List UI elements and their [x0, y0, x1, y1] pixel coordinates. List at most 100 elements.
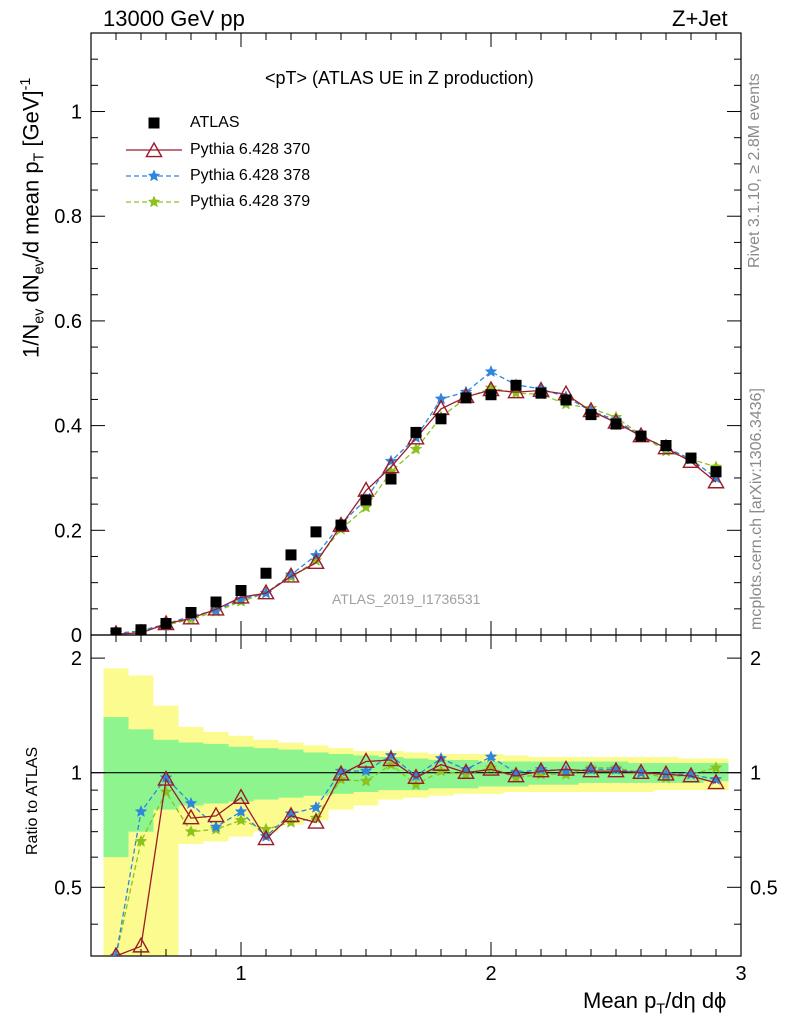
ratio-point-p370	[507, 766, 525, 783]
main-point-p378	[284, 568, 298, 581]
ratio-point-p378	[309, 800, 323, 813]
main-point-p370	[507, 382, 525, 399]
ratio-point-p370	[110, 946, 122, 956]
ratio-point-p370	[682, 766, 700, 783]
ratio-point-p378	[359, 764, 373, 777]
main-y-axis-ticks: 0 0.2 0.4 0.6 0.8 1	[54, 32, 741, 647]
ratio-point-p379	[359, 774, 373, 787]
ratio-point-p370	[207, 806, 225, 823]
legend-item-p379: Pythia 6.428 379	[124, 189, 310, 215]
main-series-atlas	[110, 379, 722, 635]
ratio-point-p378	[484, 750, 498, 763]
main-point-p370	[307, 553, 325, 570]
ratio-point-p370	[332, 764, 350, 781]
legend-marker-p378	[147, 169, 161, 182]
ratio-y-tick-label-left: 0.5	[54, 877, 82, 899]
main-point-atlas	[710, 466, 722, 478]
main-point-p378	[484, 365, 498, 378]
x-tick-label: 3	[735, 963, 746, 985]
x-tick-label: 1	[235, 963, 246, 985]
legend-symbol-p378	[126, 169, 182, 182]
ratio-point-p378	[134, 805, 148, 818]
ratio-y-tick-label-right: 0.5	[750, 877, 778, 899]
ratio-band-inner-bin	[253, 748, 279, 800]
main-point-atlas	[585, 409, 597, 421]
ratio-point-p370	[482, 759, 500, 776]
main-point-atlas	[360, 494, 372, 506]
main-y-tick-label: 0.8	[54, 206, 82, 228]
legend-marker-atlas	[148, 117, 160, 129]
ratio-y-tick-label-right: 1	[750, 763, 761, 785]
main-point-atlas	[535, 387, 547, 399]
ratio-point-p370	[407, 768, 425, 785]
ratio-y-axis-title: Ratio to ATLAS	[24, 746, 41, 855]
legend-marker-p379	[147, 195, 161, 208]
ratio-point-p379	[709, 761, 723, 774]
main-y-tick-label: 0	[71, 625, 82, 647]
ratio-point-p370	[357, 752, 375, 768]
ratio-point-p379	[159, 785, 173, 798]
ratio-point-p370	[157, 770, 175, 786]
main-point-atlas	[110, 627, 122, 635]
main-y-tick-label: 0.6	[54, 311, 82, 333]
main-point-atlas	[235, 585, 247, 597]
ratio-y-tick-label-left: 1	[71, 763, 82, 785]
ratio-band-inner-bin	[303, 752, 329, 796]
main-point-atlas	[610, 418, 622, 430]
main-point-p370	[257, 583, 275, 600]
header-left-label: 13000 GeV pp	[103, 6, 245, 31]
ratio-line-p370	[115, 759, 717, 956]
main-y-tick-label: 1	[71, 102, 82, 124]
ratio-point-p378	[234, 805, 248, 818]
legend-label-p378: Pythia 6.428 378	[190, 167, 311, 184]
ratio-point-p370	[457, 763, 475, 780]
legend-symbol-p370	[126, 141, 182, 158]
main-point-atlas	[385, 473, 397, 485]
ratio-point-p370	[532, 761, 550, 778]
ratio-point-p370	[232, 788, 250, 804]
ratio-series-p370	[110, 750, 725, 956]
main-point-atlas	[635, 430, 647, 442]
ratio-point-p378	[209, 820, 223, 833]
mcplots-label: mcplots.cern.ch [arXiv:1306.3436]	[748, 388, 765, 630]
main-point-atlas	[460, 392, 472, 404]
main-point-p370	[707, 472, 725, 489]
main-point-atlas	[210, 596, 222, 608]
ratio-point-p370	[307, 813, 325, 829]
main-y-tick-label: 0.4	[54, 416, 82, 438]
main-y-tick-label: 0.2	[54, 520, 82, 542]
main-point-atlas	[135, 624, 147, 635]
ratio-point-p370	[557, 759, 575, 776]
ratio-band-inner-bin	[228, 746, 254, 802]
main-point-atlas	[410, 426, 422, 438]
ratio-point-p370	[182, 808, 200, 825]
ratio-point-p379	[134, 834, 148, 847]
main-point-p370	[232, 587, 250, 604]
ratio-point-p378	[184, 796, 198, 809]
x-tick-label: 2	[485, 963, 496, 985]
main-point-atlas	[260, 567, 272, 579]
ratio-band-inner-bin	[278, 749, 304, 798]
ratio-point-p370	[282, 806, 300, 823]
ratio-point-p370	[132, 936, 150, 953]
ratio-band-inner-bin	[128, 729, 154, 832]
main-point-p370	[282, 566, 300, 583]
main-point-atlas	[560, 394, 572, 406]
ratio-point-p370	[257, 829, 275, 846]
ratio-y-tick-label-right: 2	[750, 648, 761, 670]
ratio-point-p370	[382, 750, 400, 767]
legend-symbol-atlas	[148, 117, 160, 129]
main-point-atlas	[160, 617, 172, 629]
ratio-point-p370	[632, 763, 650, 780]
ratio-y-axis-ticks: 0.5 0.5 1 1 2 2	[54, 648, 778, 925]
ratio-point-p370	[582, 761, 600, 778]
legend-item-p370: Pythia 6.428 370	[124, 137, 310, 163]
rivet-label: Rivet 3.1.10, ≥ 2.8M events	[746, 73, 763, 268]
legend-item-p378: Pythia 6.428 378	[124, 163, 310, 189]
main-point-atlas	[485, 389, 497, 401]
x-axis-title: Mean pT/dη dϕ	[583, 988, 727, 1018]
plot-title: <pT> (ATLAS UE in Z production)	[265, 68, 534, 88]
ratio-point-p370	[432, 755, 450, 771]
ratio-y-tick-label-left: 2	[71, 648, 82, 670]
ratio-point-p379	[234, 813, 248, 826]
